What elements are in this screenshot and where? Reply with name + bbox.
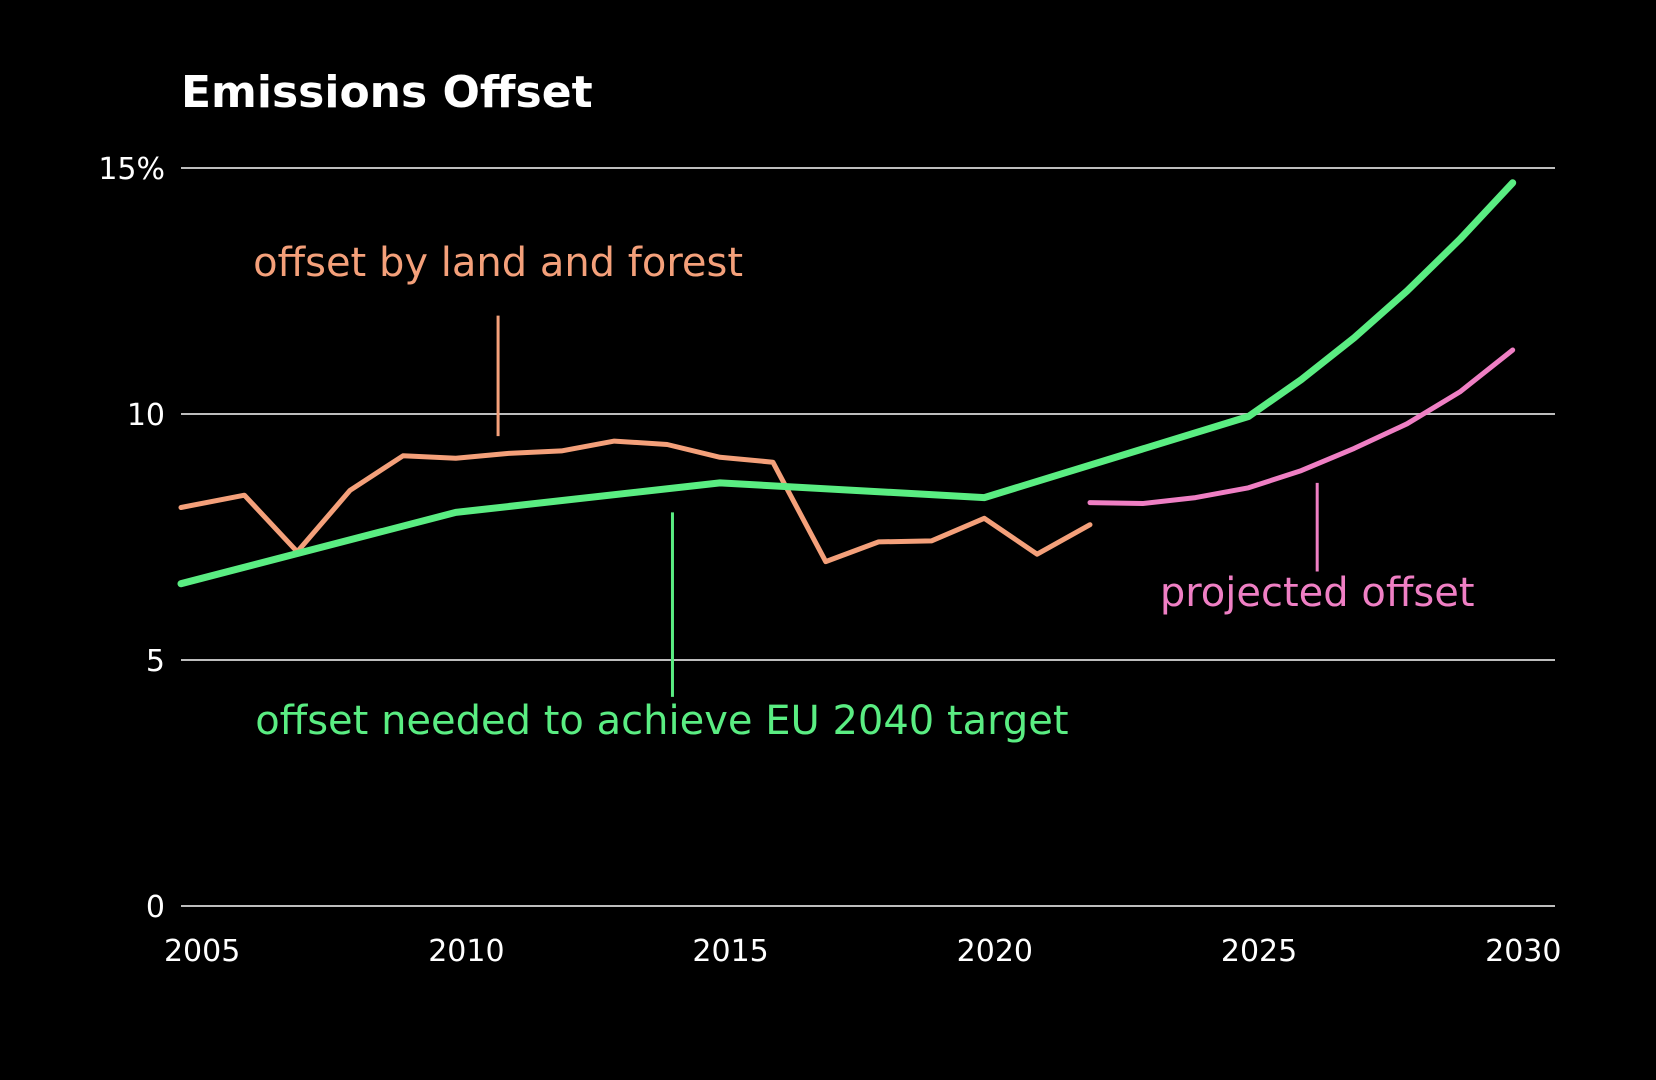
x-tick-label: 2030 (1485, 934, 1561, 969)
annotations: offset by land and forest offset needed t… (253, 240, 1474, 744)
y-tick-label: 15% (98, 152, 165, 187)
y-tick-label: 5 (146, 644, 165, 679)
y-axis-ticks: 0 5 10 15% (98, 152, 165, 925)
projected-series-line (1087, 347, 1516, 506)
needed-annotation-label: offset needed to achieve EU 2040 target (255, 698, 1068, 744)
x-tick-label: 2010 (428, 934, 504, 969)
x-tick-label: 2025 (1221, 934, 1297, 969)
y-tick-label: 0 (146, 890, 165, 925)
land-annotation-label: offset by land and forest (253, 240, 743, 286)
projected-annotation-label: projected offset (1160, 570, 1475, 616)
x-axis-ticks: 2005 2010 2015 2020 2025 2030 (164, 934, 1562, 969)
y-tick-label: 10 (127, 398, 165, 433)
x-tick-label: 2015 (692, 934, 768, 969)
chart-title: Emissions Offset (181, 67, 593, 118)
land-series-line (178, 438, 1093, 565)
series-lines (177, 179, 1517, 588)
needed-series-line (177, 179, 1517, 588)
x-tick-label: 2020 (957, 934, 1033, 969)
gridlines (181, 167, 1555, 907)
x-tick-label: 2005 (164, 934, 240, 969)
